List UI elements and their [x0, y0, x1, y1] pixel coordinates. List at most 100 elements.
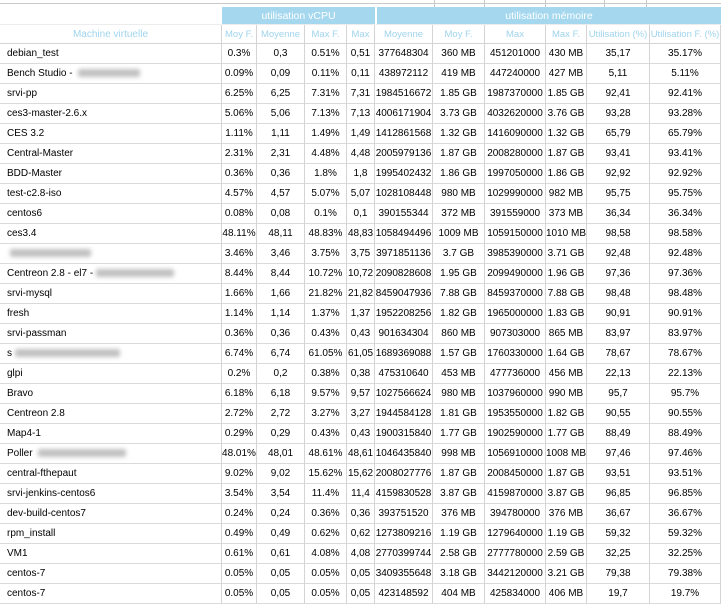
value-cell: 0.09% [222, 64, 257, 84]
redacted-name-blur [78, 69, 141, 78]
value-cell: 0,05 [257, 584, 305, 604]
value-cell: 423148592 [375, 584, 433, 604]
value-cell: 95.7% [650, 384, 721, 404]
value-cell: 7.88 GB [433, 284, 485, 304]
value-cell: 2.31% [222, 144, 257, 164]
value-cell: 8.44% [222, 264, 257, 284]
value-cell: 48,01 [257, 444, 305, 464]
column-header-cpu-max: Max [347, 25, 375, 44]
vm-name-cell: ces3.4 [0, 224, 222, 244]
value-cell: 1.87 GB [546, 144, 587, 164]
vm-name-label: debian_test [7, 48, 59, 59]
vm-name-label: centos-7 [7, 588, 46, 599]
table-row: test-c2.8-iso 4.57% 4,57 5.07% 5,07 102810844… [0, 184, 721, 204]
value-cell: 2099490000 [485, 264, 546, 284]
value-cell: 1009 MB [433, 224, 485, 244]
value-cell: 0,36 [257, 324, 305, 344]
value-cell: 1.49% [305, 124, 347, 144]
value-cell: 1.14% [222, 304, 257, 324]
vm-name-cell: Poller [0, 444, 222, 464]
value-cell: 36.34% [650, 204, 721, 224]
column-header-cpu-moy-f: Moy F. [222, 25, 257, 44]
vm-name-cell: centos6 [0, 204, 222, 224]
group-header-memory: utilisation mémoire [375, 7, 721, 25]
vm-name-label: Centreon 2.8 - el7 - [7, 268, 94, 279]
value-cell: 0.05% [305, 564, 347, 584]
value-cell: 1,8 [347, 164, 375, 184]
value-cell: 90,55 [587, 404, 650, 424]
table-row: dev-build-centos7 0.24% 0,24 0.36% 0,36 39375… [0, 504, 721, 524]
value-cell: 0,05 [257, 564, 305, 584]
value-cell: 5,11 [587, 64, 650, 84]
table-row: ces3.4 48.11% 48,11 48.83% 48,83 1058494496 10… [0, 224, 721, 244]
table-body: debian_test 0.3% 0,3 0.51% 0,51 377648304 360 … [0, 44, 721, 604]
vm-name-label: Map4-1 [7, 428, 41, 439]
value-cell: 0.62% [305, 524, 347, 544]
table-row: Centreon 2.8 2.72% 2,72 3.27% 3,27 1944584128… [0, 404, 721, 424]
value-cell: 98.58% [650, 224, 721, 244]
value-cell: 901634304 [375, 324, 433, 344]
value-cell: 10.72% [305, 264, 347, 284]
grid-tick [484, 0, 485, 7]
value-cell: 1029990000 [485, 184, 546, 204]
value-cell: 65,79 [587, 124, 650, 144]
value-cell: 1.81 GB [433, 404, 485, 424]
value-cell: 1.11% [222, 124, 257, 144]
value-cell: 93.28% [650, 104, 721, 124]
vm-name-cell: VM1 [0, 544, 222, 564]
value-cell: 4006171904 [375, 104, 433, 124]
value-cell: 88.49% [650, 424, 721, 444]
value-cell: 456 MB [546, 364, 587, 384]
value-cell: 0.05% [222, 584, 257, 604]
value-cell: 1.83 GB [546, 304, 587, 324]
vm-name-cell: rpm_install [0, 524, 222, 544]
vm-name-cell: centos-7 [0, 564, 222, 584]
vm-name-cell: srvi-mysql [0, 284, 222, 304]
group-header-spacer [0, 7, 222, 25]
column-header-utilisation-pct: Utilisation (%) [587, 25, 650, 44]
value-cell: 394780000 [485, 504, 546, 524]
column-header-machine-virtuelle: Machine virtuelle [0, 25, 222, 44]
value-cell: 32,25 [587, 544, 650, 564]
value-cell: 1028108448 [375, 184, 433, 204]
value-cell: 3.21 GB [546, 564, 587, 584]
value-cell: 0.24% [222, 504, 257, 524]
value-cell: 427 MB [546, 64, 587, 84]
value-cell: 1.85 GB [546, 84, 587, 104]
value-cell: 1037960000 [485, 384, 546, 404]
value-cell: 6.74% [222, 344, 257, 364]
value-cell: 0.1% [305, 204, 347, 224]
vm-name-cell: Centreon 2.8 [0, 404, 222, 424]
value-cell: 0,61 [257, 544, 305, 564]
table-row: srvi-jenkins-centos6 3.54% 3,54 11.4% 11,4 41… [0, 484, 721, 504]
value-cell: 48.01% [222, 444, 257, 464]
value-cell: 0.3% [222, 44, 257, 64]
value-cell: 5.07% [305, 184, 347, 204]
value-cell: 0,08 [257, 204, 305, 224]
value-cell: 9,57 [347, 384, 375, 404]
value-cell: 9.02% [222, 464, 257, 484]
value-cell: 36.67% [650, 504, 721, 524]
value-cell: 5.11% [650, 64, 721, 84]
table-row: Central-Master 2.31% 2,31 4.48% 4,48 20059791… [0, 144, 721, 164]
column-header-row: Machine virtuelle Moy F. Moyenne Max F. … [0, 25, 721, 44]
column-header-cpu-max-f: Max F. [305, 25, 347, 44]
value-cell: 90,91 [587, 304, 650, 324]
value-cell: 92,92 [587, 164, 650, 184]
value-cell: 1.86 GB [433, 164, 485, 184]
value-cell: 83,97 [587, 324, 650, 344]
value-cell: 1.77 GB [546, 424, 587, 444]
value-cell: 3,75 [347, 244, 375, 264]
value-cell: 48,11 [257, 224, 305, 244]
value-cell: 1,14 [257, 304, 305, 324]
vm-name-cell: s [0, 344, 222, 364]
value-cell: 3,27 [347, 404, 375, 424]
value-cell: 982 MB [546, 184, 587, 204]
value-cell: 1.57 GB [433, 344, 485, 364]
vm-name-cell: glpi [0, 364, 222, 384]
vm-name-label: centos-7 [7, 568, 46, 579]
value-cell: 8459370000 [485, 284, 546, 304]
value-cell: 1.19 GB [433, 524, 485, 544]
table-row: BDD-Master 0.36% 0,36 1.8% 1,8 1995402432 1.86… [0, 164, 721, 184]
value-cell: 2005979136 [375, 144, 433, 164]
